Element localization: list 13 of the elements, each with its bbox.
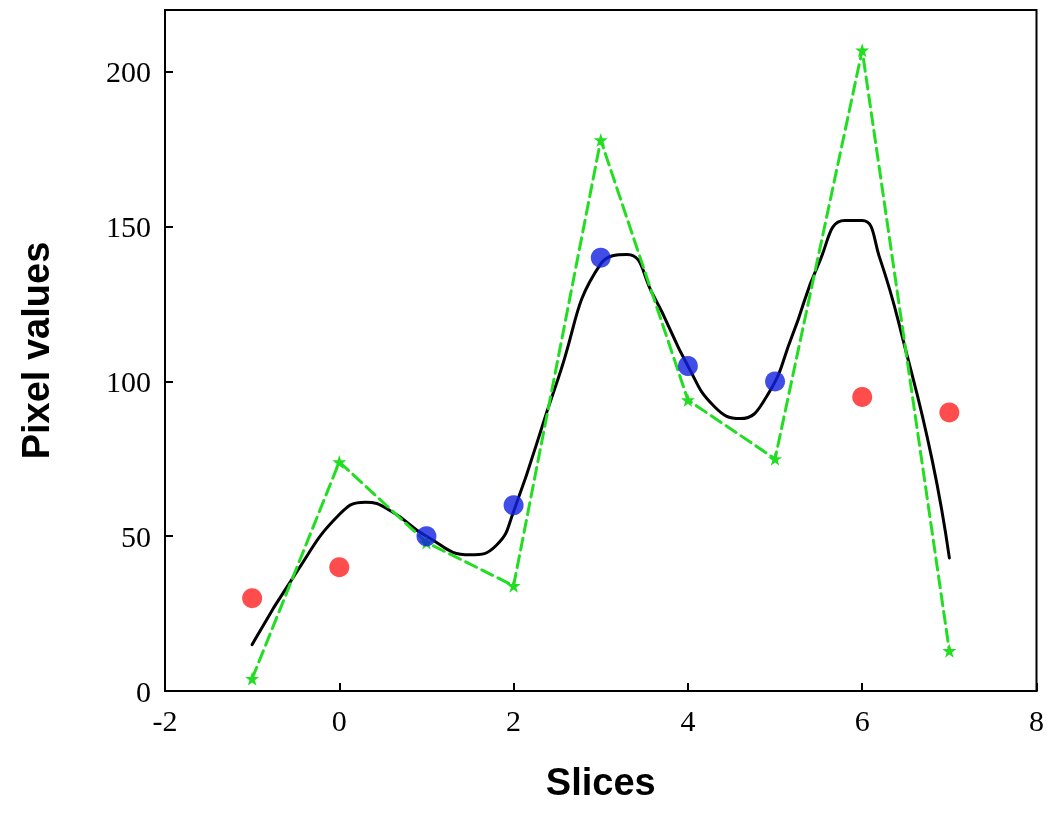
y-tick-label: 100 [106, 364, 151, 398]
y-tick-label: 150 [106, 210, 151, 244]
x-tick-label: 6 [854, 703, 870, 737]
y-tick-label: 50 [121, 519, 151, 553]
y-tick-label: 200 [106, 55, 151, 89]
y-axis-title: Pixel values [15, 241, 57, 460]
x-tick-label: 4 [680, 703, 696, 737]
x-tick-label: 0 [331, 703, 347, 737]
x-tick-label: 8 [1029, 703, 1044, 737]
x-tick-label: 2 [506, 703, 522, 737]
x-tick-label: -2 [152, 703, 178, 737]
y-tick-label: 0 [136, 674, 151, 708]
x-axis-title: Slices [545, 761, 656, 803]
